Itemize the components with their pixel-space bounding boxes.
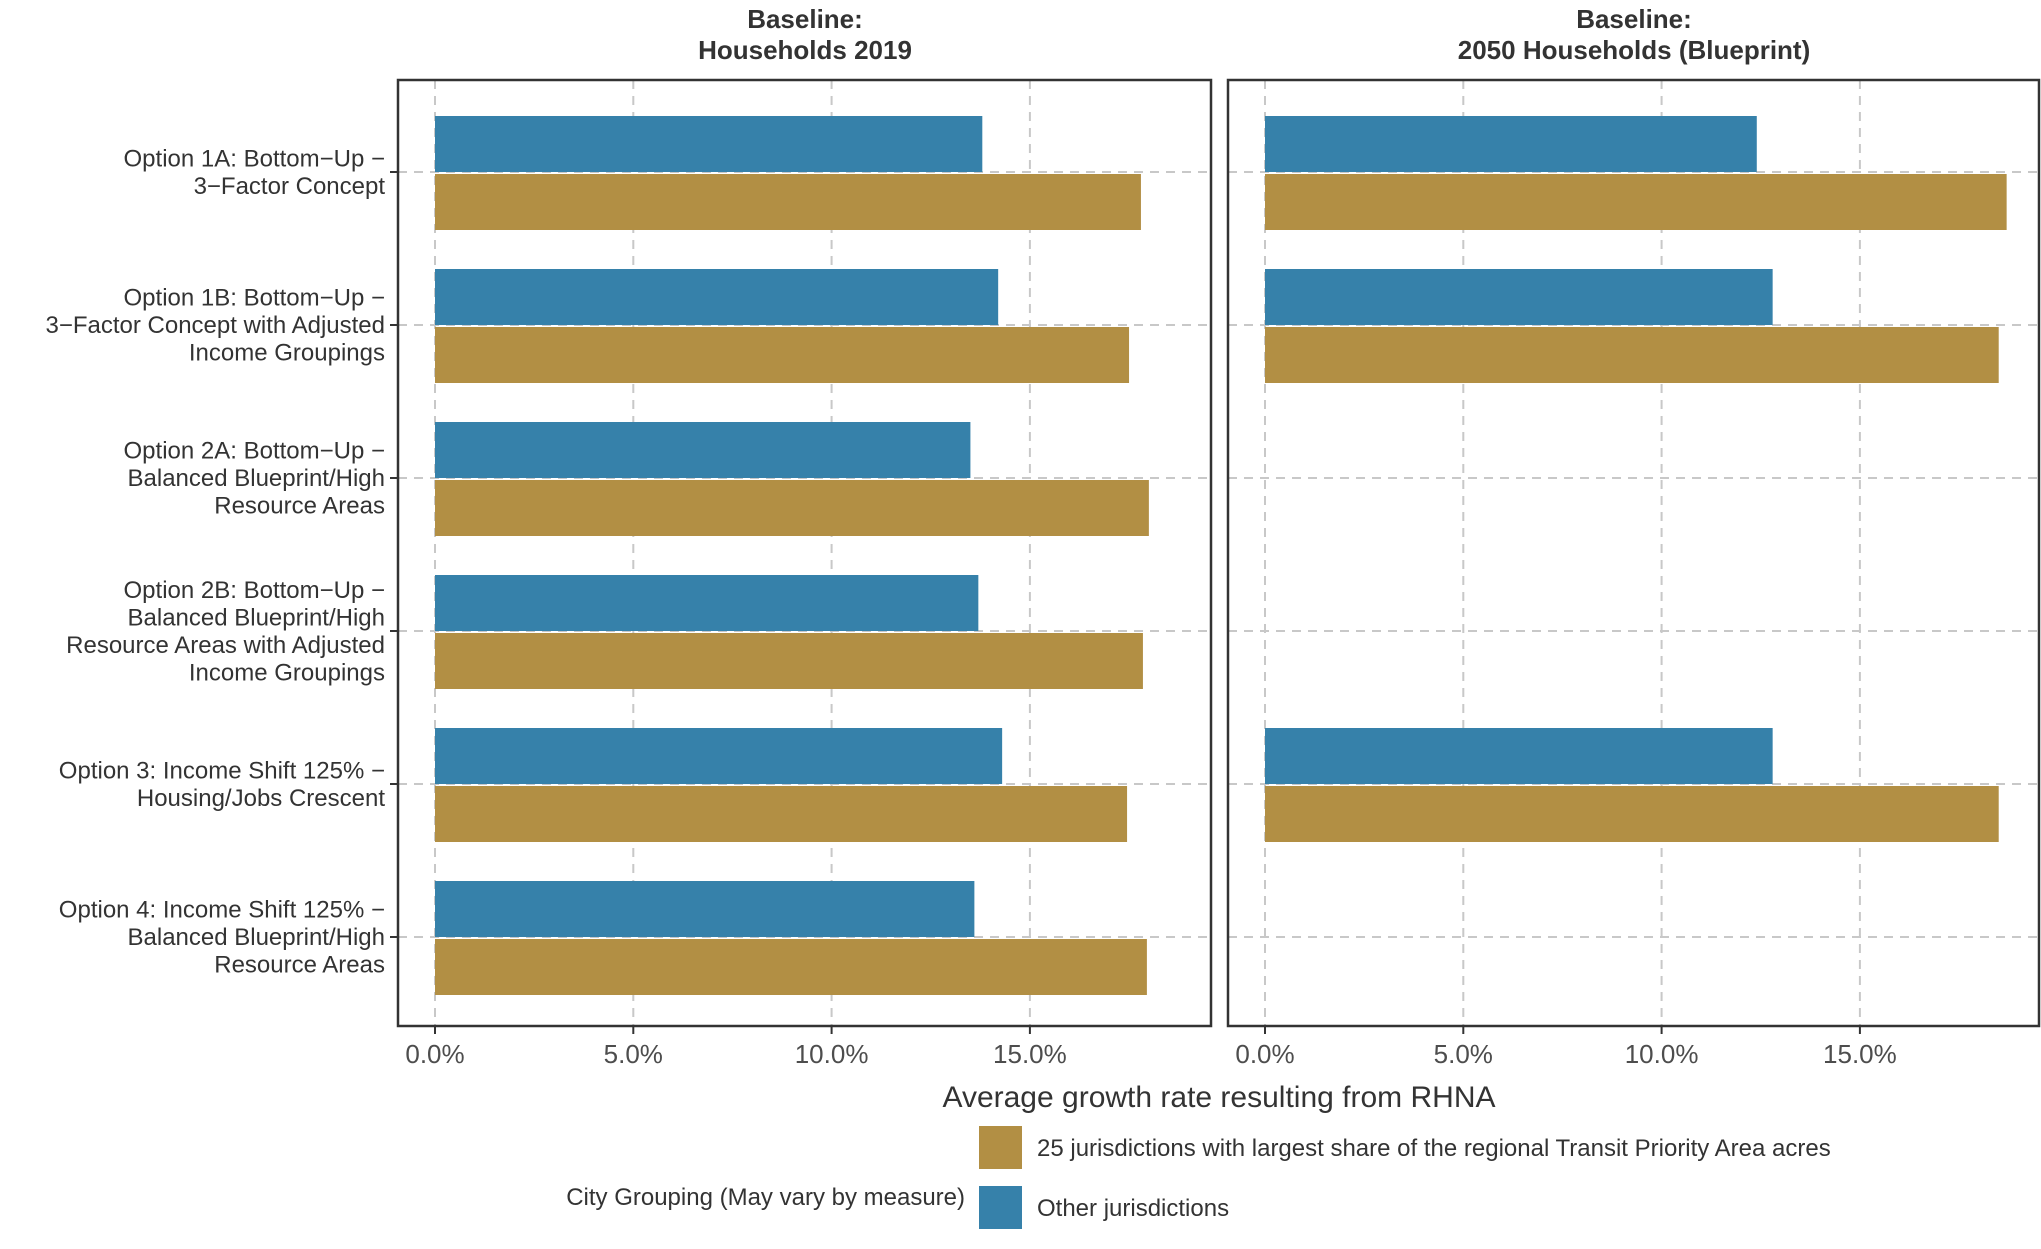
panel-2-x-tick-label-3: 15.0%: [1823, 1039, 1897, 1069]
category-label-4-line-3: Resource Areas with Adjusted: [66, 632, 385, 659]
panel-1-x-tick-label-2: 10.0%: [795, 1039, 869, 1069]
category-label-4-line-4: Income Groupings: [189, 659, 385, 686]
legend-label-2: Other jurisdictions: [1037, 1195, 1229, 1222]
panel-1-title-line-1: Baseline:: [747, 4, 863, 34]
category-label-5-line-2: Housing/Jobs Crescent: [137, 785, 385, 812]
legend-label-1: 25 jurisdictions with largest share of t…: [1037, 1135, 1831, 1162]
panel-1-bar-other-6: [435, 881, 975, 937]
panel-1-bar-tpa-3: [435, 480, 1149, 536]
panel-1-bar-other-5: [435, 728, 1003, 784]
panel-1-x-tick-label-0: 0.0%: [405, 1039, 464, 1069]
panel-1-x-tick-label-1: 5.0%: [604, 1039, 663, 1069]
category-label-6-line-3: Resource Areas: [214, 952, 385, 979]
panel-1-bar-tpa-2: [435, 327, 1130, 383]
category-label-6-line-2: Balanced Blueprint/High: [128, 924, 386, 951]
panel-1-bar-other-4: [435, 575, 979, 631]
panel-2-bar-other-5: [1265, 728, 1773, 784]
panel-2-bar-tpa-5: [1265, 786, 1999, 842]
legend-title: City Grouping (May vary by measure): [566, 1184, 965, 1211]
panel-2-bar-other-1: [1265, 116, 1757, 172]
category-label-2-line-2: 3−Factor Concept with Adjusted: [45, 312, 385, 339]
category-label-3-line-1: Option 2A: Bottom−Up −: [124, 438, 385, 465]
category-label-5-line-1: Option 3: Income Shift 125% −: [59, 757, 385, 784]
panel-2-title-line-1: Baseline:: [1576, 4, 1692, 34]
panel-1-border: [396, 78, 1213, 1028]
panel-2-x-tick-label-1: 5.0%: [1434, 1039, 1493, 1069]
category-label-4-line-1: Option 2B: Bottom−Up −: [124, 577, 385, 604]
panel-1-bar-other-2: [435, 269, 999, 325]
panel-1-bar-other-1: [435, 116, 983, 172]
panel-1-bar-other-3: [435, 422, 971, 478]
category-label-3-line-3: Resource Areas: [214, 493, 385, 520]
category-label-4-line-2: Balanced Blueprint/High: [128, 604, 386, 631]
legend-swatch-1: [979, 1126, 1022, 1169]
category-label-2-line-1: Option 1B: Bottom−Up −: [124, 285, 385, 312]
category-label-2-line-3: Income Groupings: [189, 340, 385, 367]
panel-2-bar-tpa-1: [1265, 174, 2007, 230]
panel-2-bar-tpa-2: [1265, 327, 1999, 383]
category-label-3-line-2: Balanced Blueprint/High: [128, 465, 386, 492]
panel-1-x-tick-label-3: 15.0%: [993, 1039, 1067, 1069]
panel-1-bar-tpa-4: [435, 633, 1143, 689]
category-label-6-line-1: Option 4: Income Shift 125% −: [59, 897, 385, 924]
x-axis-title: Average growth rate resulting from RHNA: [942, 1081, 1495, 1114]
panel-2-bar-other-2: [1265, 269, 1773, 325]
category-label-1-line-2: 3−Factor Concept: [194, 173, 386, 200]
panel-1-bar-tpa-5: [435, 786, 1128, 842]
panel-2-x-tick-label-2: 10.0%: [1625, 1039, 1699, 1069]
panel-2-border: [1226, 78, 2041, 1028]
legend-swatch-2: [979, 1186, 1022, 1229]
panel-2-x-tick-label-0: 0.0%: [1235, 1039, 1294, 1069]
panel-1-bar-tpa-6: [435, 939, 1147, 995]
category-label-1-line-1: Option 1A: Bottom−Up −: [124, 145, 385, 172]
panel-2-title-line-2: 2050 Households (Blueprint): [1458, 35, 1811, 65]
panel-1-bar-tpa-1: [435, 174, 1141, 230]
panel-1-title-line-2: Households 2019: [698, 35, 912, 65]
